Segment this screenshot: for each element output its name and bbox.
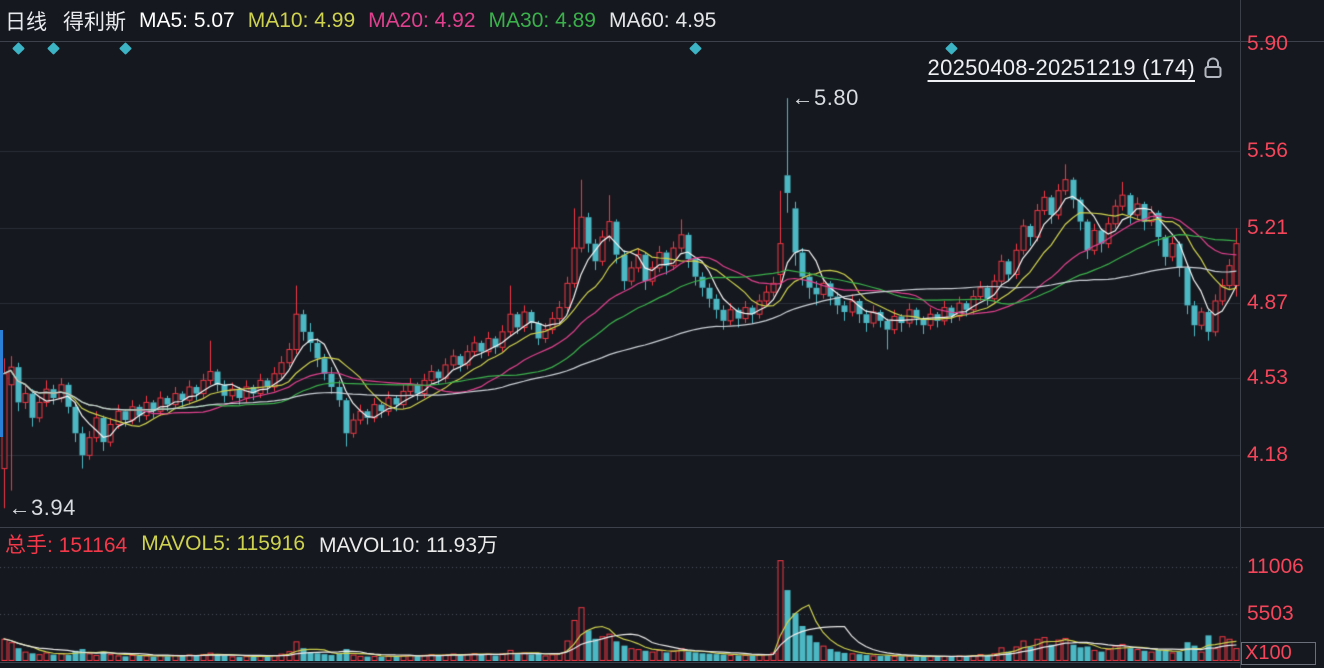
price-axis-column: X100 5.90 5.56 5.21 4.87 4.53 4.18 11006 5503: [1240, 0, 1324, 668]
period-label: 日线: [5, 10, 47, 34]
left-edge-marker: [0, 330, 3, 437]
volume-legend: 总手: 151164 MAVOL5: 115916 MAVOL10: 11.93…: [0, 527, 1324, 560]
ma20-legend: MA20: 4.92: [368, 8, 476, 32]
ma30-legend: MA30: 4.89: [488, 8, 596, 32]
volume-scale-badge: X100: [1241, 642, 1316, 665]
price-axis-label: 5.56: [1247, 139, 1288, 162]
date-range-control[interactable]: 20250408-20251219 (174): [928, 55, 1224, 81]
price-axis-label: 5.90: [1247, 32, 1288, 55]
volume-scale-label: X100: [1245, 642, 1292, 664]
volume-chart-canvas[interactable]: [0, 560, 1240, 661]
volume-total-label: 总手: 151164: [5, 534, 128, 557]
ma5-legend: MA5: 5.07: [139, 8, 235, 32]
price-axis-label: 4.87: [1247, 291, 1288, 314]
lock-icon[interactable]: [1202, 56, 1224, 80]
price-panel: ←5.80 ←3.94 20250408-20251219 (174): [0, 42, 1240, 527]
volume-axis-label: 11006: [1247, 555, 1304, 578]
price-axis-label: 4.18: [1247, 443, 1288, 466]
price-axis-label: 5.21: [1247, 216, 1288, 239]
volume-panel: [0, 560, 1240, 663]
date-range-label[interactable]: 20250408-20251219 (174): [927, 55, 1195, 80]
mavol5-legend: MAVOL5: 115916: [141, 532, 306, 555]
ma60-legend: MA60: 4.95: [608, 8, 717, 32]
volume-axis-label: 5503: [1247, 602, 1294, 625]
price-legend: 日线 得利斯 MA5: 5.07 MA10: 4.99 MA20: 4.92 M…: [0, 0, 1324, 42]
mavol10-legend: MAVOL10: 11.93万: [319, 534, 498, 557]
price-chart-canvas[interactable]: [0, 43, 1240, 527]
price-axis-label: 4.53: [1247, 366, 1288, 389]
ma10-legend: MA10: 4.99: [247, 8, 356, 32]
stock-name: 得利斯: [63, 10, 126, 34]
